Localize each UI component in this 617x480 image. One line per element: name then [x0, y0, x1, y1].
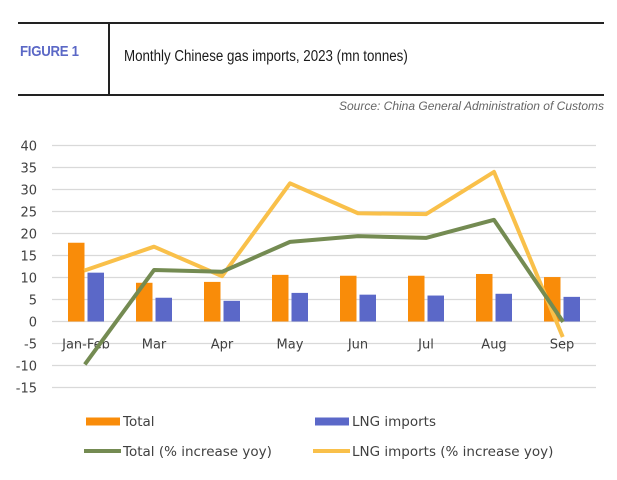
bar-lng-imports	[291, 292, 308, 322]
x-tick-label: Jun	[347, 338, 368, 353]
legend-total-yoy-label: Total (% increase yoy)	[122, 444, 272, 460]
bar-lng-imports	[359, 294, 376, 322]
header-top-rule	[18, 22, 604, 24]
bar-total	[204, 281, 221, 322]
y-tick-label: -10	[16, 360, 37, 375]
x-tick-label: Jul	[417, 338, 434, 353]
x-tick-label: Aug	[481, 338, 506, 353]
source-note: Source: China General Administration of …	[338, 99, 604, 113]
y-tick-label: 20	[20, 228, 37, 243]
bar-total	[340, 275, 357, 322]
line-total-yoy	[83, 217, 565, 366]
bar-total	[408, 275, 425, 322]
y-tick-label: -5	[24, 338, 37, 353]
bar-lng-imports	[223, 300, 240, 322]
line-lng-imports-yoy	[83, 169, 565, 338]
y-tick-label: 40	[20, 140, 37, 155]
y-tick-label: 25	[20, 206, 37, 221]
x-tick-label: Mar	[142, 338, 167, 353]
legend-lng-imports-swatch	[315, 417, 349, 426]
y-tick-label: 30	[20, 184, 37, 199]
bar-lng-imports	[87, 272, 104, 322]
y-tick-label: 15	[20, 250, 37, 265]
figure-title: Monthly Chinese gas imports, 2023 (mn to…	[124, 48, 408, 65]
bar-lng-imports	[427, 295, 444, 322]
bar-total	[136, 282, 153, 322]
bar-lng-imports	[563, 296, 580, 322]
legend-total-label: Total	[122, 414, 155, 430]
bars	[68, 242, 580, 322]
x-tick-label: Apr	[211, 338, 234, 353]
figure-label: FIGURE 1	[20, 43, 79, 60]
y-tick-label: 35	[20, 162, 37, 177]
x-axis-ticks: Jan-Feb Mar Apr May Jun Jul Aug Sep	[61, 338, 574, 353]
x-tick-label: Sep	[550, 338, 575, 353]
bar-lng-imports	[495, 293, 512, 322]
legend-lng-imports-yoy-label: LNG imports (% increase yoy)	[352, 444, 553, 460]
y-tick-label: 10	[20, 272, 37, 287]
bar-total	[476, 273, 493, 322]
header-bottom-rule	[18, 94, 604, 96]
y-axis-ticks: 40 35 30 25 20 15 10 5 0 -5 -10 -15	[16, 140, 37, 397]
x-tick-label: May	[277, 338, 304, 353]
legend-total-swatch	[86, 417, 120, 426]
legend: Total LNG imports Total (% increase yoy) LN…	[84, 414, 553, 460]
y-tick-label: 0	[29, 316, 37, 331]
bar-total	[68, 242, 85, 322]
lines	[83, 169, 565, 366]
y-tick-label: 5	[29, 294, 37, 309]
y-tick-label: -15	[16, 382, 37, 397]
gridlines	[52, 144, 596, 389]
legend-lng-imports-label: LNG imports	[352, 414, 436, 430]
bar-lng-imports	[155, 297, 172, 322]
header-divider	[108, 22, 110, 95]
bar-total	[272, 274, 289, 322]
